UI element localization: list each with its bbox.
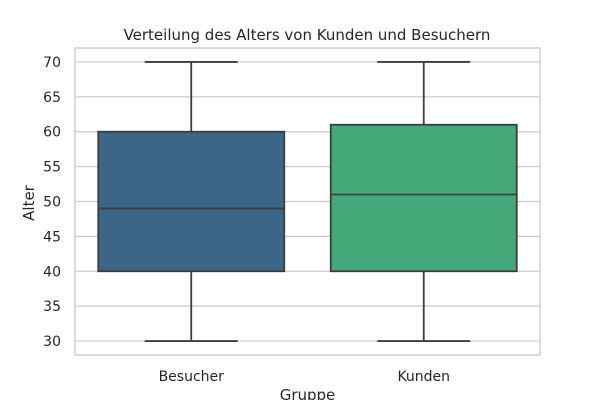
box-kunden bbox=[329, 61, 518, 342]
y-tick-label: 30 bbox=[43, 334, 61, 350]
y-tick-label: 50 bbox=[43, 195, 61, 211]
y-tick-label: 65 bbox=[43, 90, 61, 106]
y-tick-label: 35 bbox=[43, 299, 61, 315]
x-axis-label: Gruppe bbox=[280, 386, 336, 400]
box-body bbox=[97, 130, 286, 273]
y-axis-label: Alter bbox=[20, 184, 38, 221]
box-body bbox=[329, 123, 518, 273]
y-ticks: 30 35 40 45 50 55 60 65 70 bbox=[43, 55, 61, 350]
plot-frame bbox=[74, 47, 541, 356]
box-besucher bbox=[97, 61, 286, 342]
y-tick-label: 70 bbox=[43, 55, 61, 71]
y-tick-label: 40 bbox=[43, 264, 61, 280]
x-ticks: Besucher Kunden bbox=[159, 369, 450, 385]
boxes bbox=[97, 61, 518, 342]
y-tick-label: 45 bbox=[43, 229, 61, 245]
y-tick-label: 55 bbox=[43, 160, 61, 176]
chart-title: Verteilung des Alters von Kunden und Bes… bbox=[124, 26, 491, 44]
x-tick-label: Kunden bbox=[397, 369, 450, 385]
y-tick-label: 60 bbox=[43, 125, 61, 141]
x-tick-label: Besucher bbox=[159, 369, 225, 385]
